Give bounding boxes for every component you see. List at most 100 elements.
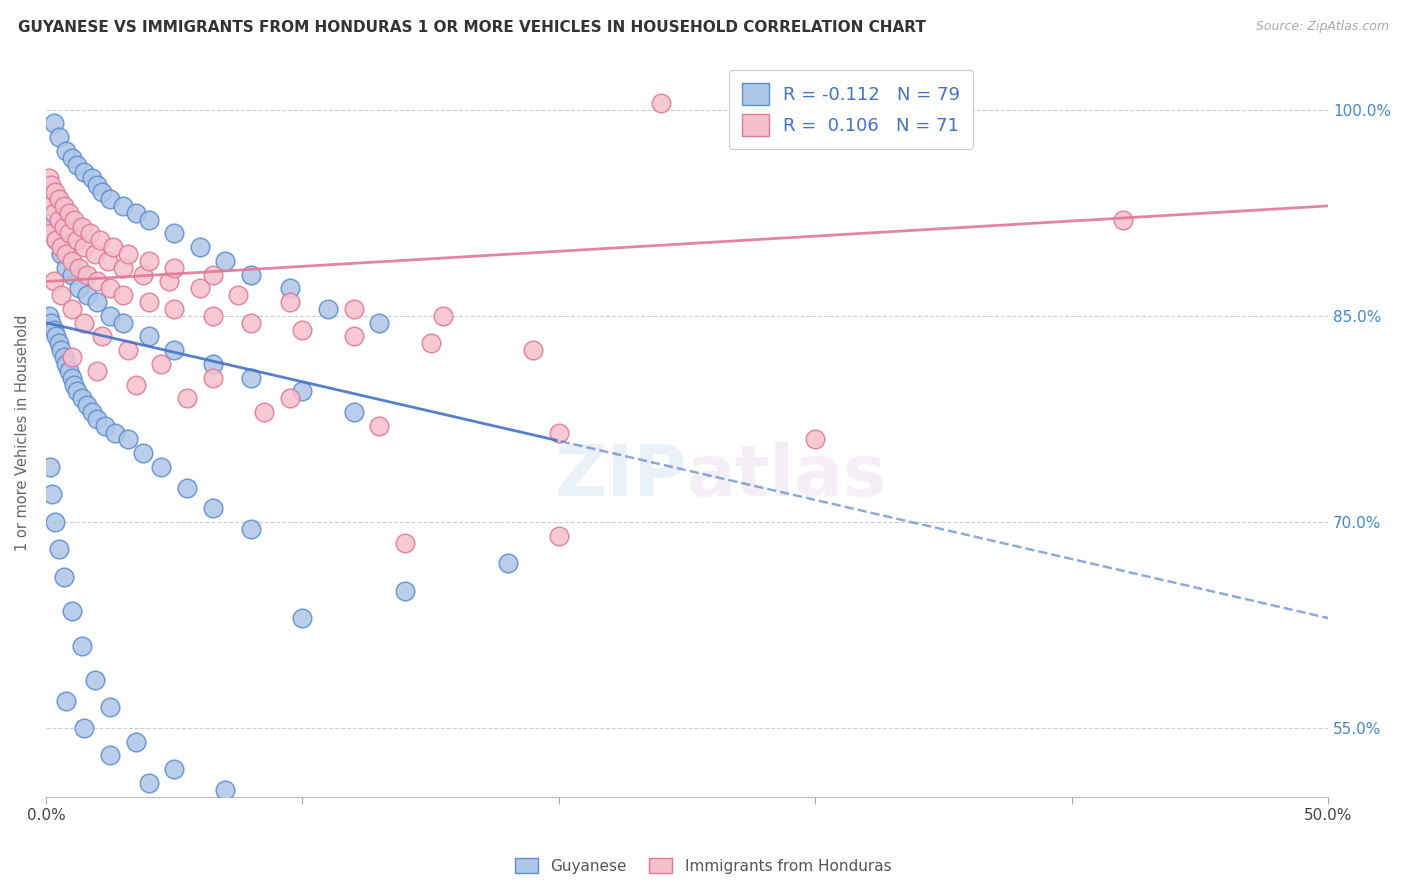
Point bbox=[291, 322, 314, 336]
Point bbox=[188, 281, 211, 295]
Point bbox=[163, 762, 186, 776]
Point bbox=[111, 288, 134, 302]
Point bbox=[86, 364, 108, 378]
Point bbox=[51, 343, 73, 358]
Point bbox=[82, 171, 104, 186]
Point bbox=[39, 219, 62, 234]
Point bbox=[176, 391, 198, 405]
Point bbox=[138, 329, 160, 343]
Point bbox=[201, 370, 224, 384]
Point bbox=[48, 542, 70, 557]
Point bbox=[38, 459, 60, 474]
Point bbox=[58, 227, 80, 241]
Point bbox=[214, 253, 236, 268]
Point bbox=[66, 233, 89, 247]
Point bbox=[104, 425, 127, 440]
Point bbox=[432, 309, 454, 323]
Point bbox=[67, 260, 90, 275]
Point bbox=[157, 275, 180, 289]
Point bbox=[150, 357, 173, 371]
Point bbox=[101, 240, 124, 254]
Point bbox=[91, 329, 114, 343]
Point bbox=[419, 336, 441, 351]
Point bbox=[55, 260, 77, 275]
Point bbox=[39, 227, 62, 241]
Point bbox=[291, 611, 314, 625]
Point bbox=[188, 240, 211, 254]
Point bbox=[176, 481, 198, 495]
Point bbox=[55, 693, 77, 707]
Point bbox=[138, 253, 160, 268]
Point bbox=[163, 260, 186, 275]
Point bbox=[39, 178, 62, 193]
Point bbox=[45, 233, 67, 247]
Point bbox=[60, 370, 83, 384]
Point bbox=[240, 268, 263, 282]
Point bbox=[58, 206, 80, 220]
Point bbox=[42, 206, 65, 220]
Y-axis label: 1 or more Vehicles in Household: 1 or more Vehicles in Household bbox=[15, 314, 30, 551]
Point bbox=[66, 384, 89, 399]
Point bbox=[98, 700, 121, 714]
Point bbox=[58, 364, 80, 378]
Point bbox=[48, 212, 70, 227]
Point bbox=[63, 377, 86, 392]
Point bbox=[368, 316, 391, 330]
Point bbox=[48, 192, 70, 206]
Point bbox=[201, 309, 224, 323]
Point bbox=[125, 377, 148, 392]
Legend: R = -0.112   N = 79, R =  0.106   N = 71: R = -0.112 N = 79, R = 0.106 N = 71 bbox=[730, 70, 973, 149]
Point bbox=[91, 185, 114, 199]
Point bbox=[125, 206, 148, 220]
Point bbox=[55, 144, 77, 158]
Point bbox=[73, 164, 96, 178]
Point bbox=[163, 227, 186, 241]
Point bbox=[138, 776, 160, 790]
Point bbox=[240, 316, 263, 330]
Text: Source: ZipAtlas.com: Source: ZipAtlas.com bbox=[1256, 20, 1389, 33]
Point bbox=[86, 295, 108, 310]
Point bbox=[38, 199, 60, 213]
Point bbox=[278, 281, 301, 295]
Point bbox=[73, 721, 96, 735]
Point bbox=[42, 322, 65, 336]
Point bbox=[316, 301, 339, 316]
Point bbox=[42, 275, 65, 289]
Point bbox=[201, 357, 224, 371]
Point bbox=[60, 350, 83, 364]
Point bbox=[1112, 212, 1135, 227]
Point bbox=[343, 301, 366, 316]
Point bbox=[547, 425, 569, 440]
Point bbox=[52, 350, 75, 364]
Point bbox=[51, 247, 73, 261]
Point bbox=[41, 487, 63, 501]
Point bbox=[60, 604, 83, 618]
Point bbox=[70, 639, 93, 653]
Point bbox=[86, 178, 108, 193]
Point bbox=[98, 192, 121, 206]
Point bbox=[117, 343, 139, 358]
Point bbox=[82, 405, 104, 419]
Point bbox=[63, 212, 86, 227]
Point bbox=[201, 501, 224, 516]
Point bbox=[111, 260, 134, 275]
Point bbox=[547, 528, 569, 542]
Point bbox=[132, 268, 155, 282]
Text: ZIP: ZIP bbox=[555, 442, 688, 511]
Point bbox=[60, 151, 83, 165]
Point bbox=[111, 199, 134, 213]
Point bbox=[70, 391, 93, 405]
Point bbox=[42, 116, 65, 130]
Point bbox=[60, 268, 83, 282]
Point bbox=[163, 301, 186, 316]
Point bbox=[45, 233, 67, 247]
Point bbox=[138, 295, 160, 310]
Point bbox=[253, 405, 276, 419]
Point bbox=[73, 316, 96, 330]
Point bbox=[52, 199, 75, 213]
Point bbox=[94, 418, 117, 433]
Point bbox=[45, 329, 67, 343]
Point bbox=[52, 219, 75, 234]
Text: GUYANESE VS IMMIGRANTS FROM HONDURAS 1 OR MORE VEHICLES IN HOUSEHOLD CORRELATION: GUYANESE VS IMMIGRANTS FROM HONDURAS 1 O… bbox=[18, 20, 927, 35]
Point bbox=[89, 233, 111, 247]
